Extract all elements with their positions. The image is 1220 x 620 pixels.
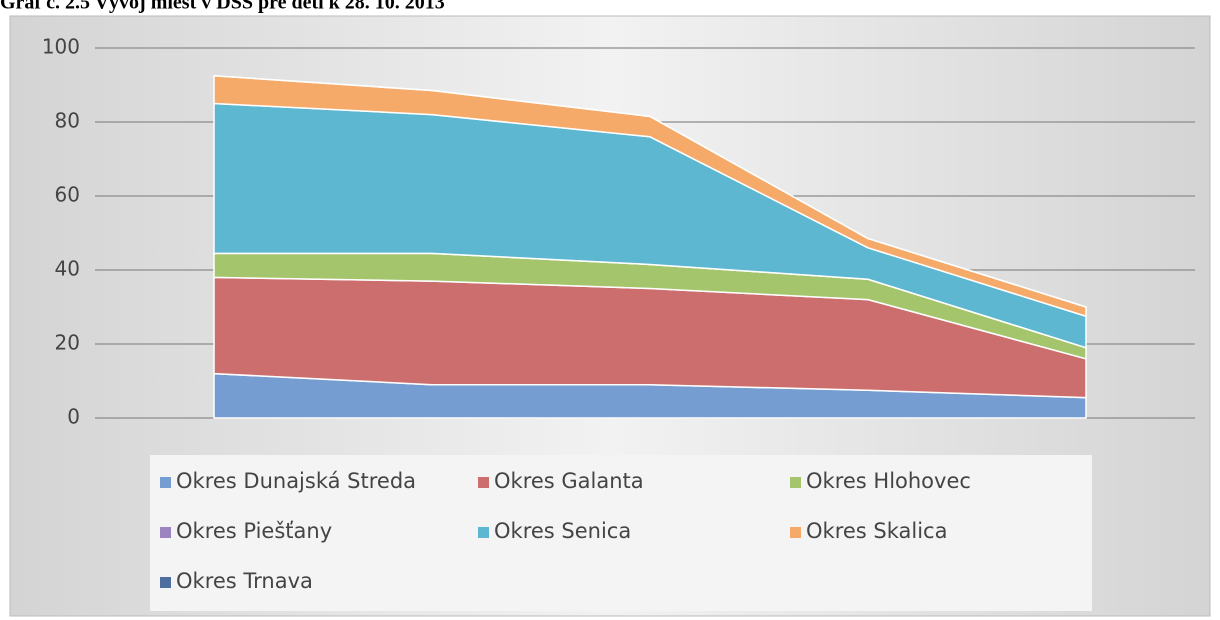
legend-swatch [790,527,801,538]
legend-swatch [160,577,171,588]
chart-title: Graf č. 2.5 Vývoj miest v DSS pre deti k… [0,0,445,14]
legend-swatch [790,477,801,488]
legend-label: Okres Dunajská Streda [176,469,416,493]
y-tick-label: 0 [67,405,80,429]
legend-swatch [160,527,171,538]
legend-box [150,455,1092,611]
legend-swatch [160,477,171,488]
legend-label: Okres Trnava [176,569,313,593]
y-tick-label: 40 [55,257,80,281]
area [213,75,1087,308]
legend-label: Okres Skalica [806,519,947,543]
y-tick-label: 100 [42,35,80,59]
legend-label: Okres Piešťany [176,519,332,543]
y-tick-label: 80 [55,109,80,133]
legend-label: Okres Hlohovec [806,469,971,493]
legend-label: Okres Senica [494,519,631,543]
legend-label: Okres Galanta [494,469,644,493]
y-tick-label: 20 [55,331,80,355]
legend-swatch [478,477,489,488]
legend-swatch [478,527,489,538]
y-tick-label: 60 [55,183,80,207]
